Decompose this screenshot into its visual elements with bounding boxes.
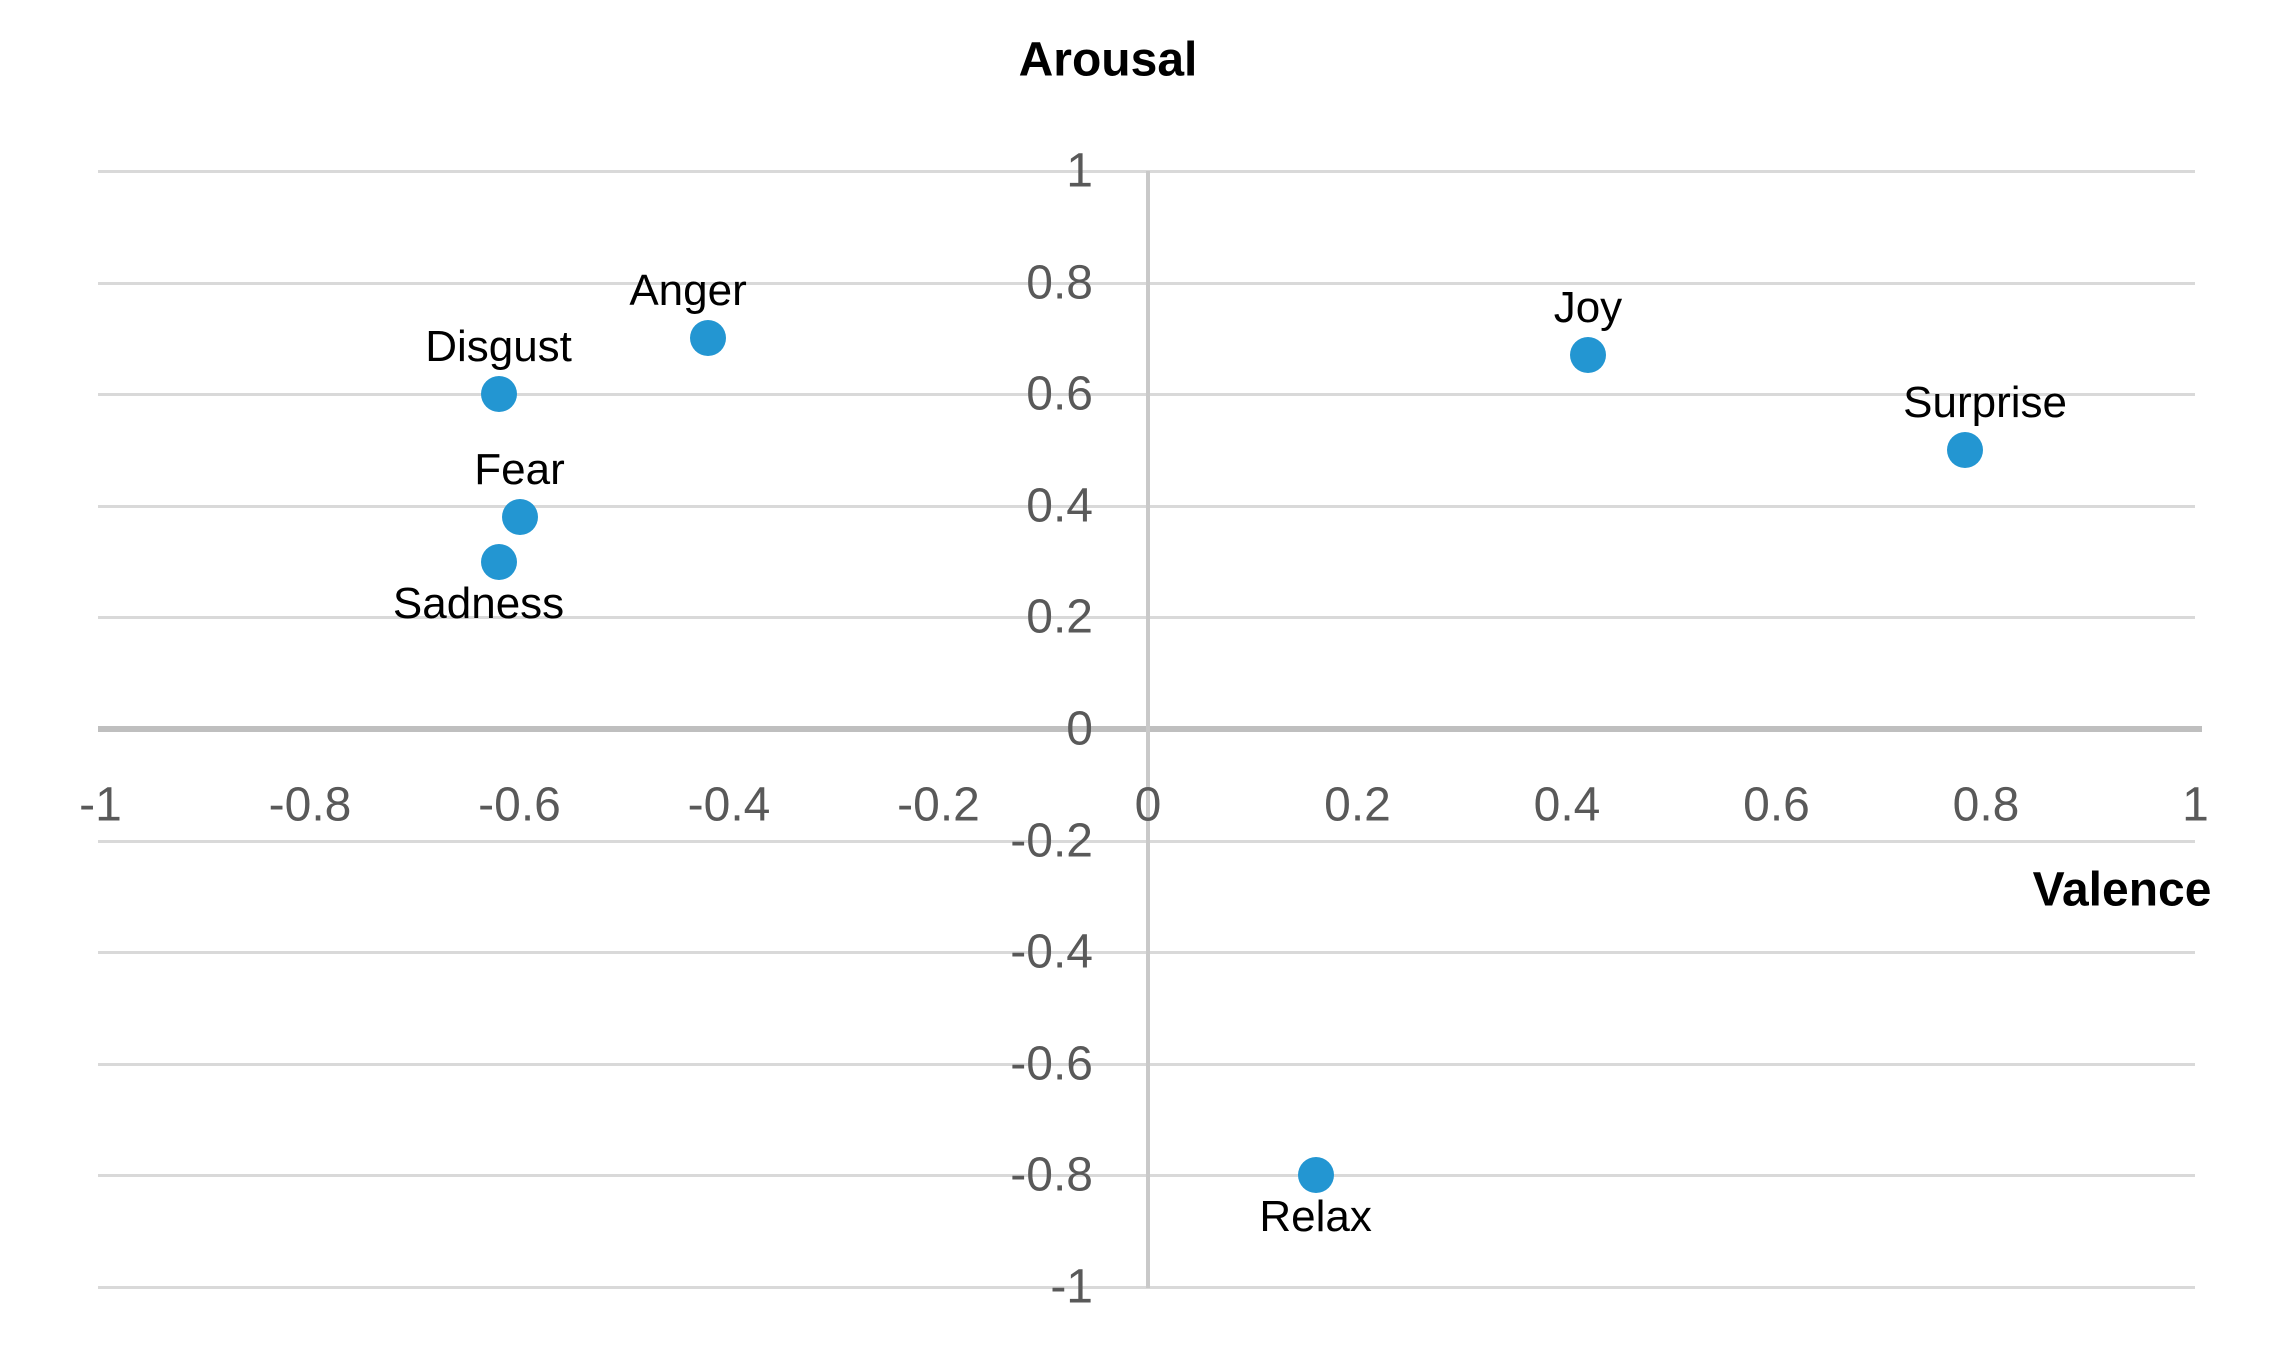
data-point-label: Disgust [425,322,572,372]
data-point-marker [480,543,517,580]
x-axis-line [98,726,2202,732]
x-tick-label: -0.2 [897,778,980,832]
y-tick-label: -1 [1050,1260,1093,1314]
data-point-marker [1947,432,1984,468]
x-tick-label: 0 [1134,778,1162,832]
data-point-label: Surprise [1903,378,2067,427]
x-axis-title: Valence [2032,863,2212,917]
data-point-marker [1569,337,1606,374]
x-tick-label: 0.8 [1952,778,2020,832]
y-tick-label: 0.8 [1026,256,1093,310]
data-point-marker [690,320,727,357]
x-tick-label: -0.6 [478,778,561,832]
y-tick-label: -0.4 [1010,925,1093,979]
x-tick-label: -0.8 [268,778,352,832]
y-tick-label: 0.6 [1026,367,1093,421]
y-axis-title: Arousal [1018,33,1198,87]
x-tick-label: 1 [2182,778,2209,832]
data-point-label: Joy [1553,283,1623,333]
y-tick-label: 0 [1066,702,1093,756]
y-tick-label: 0.4 [1026,479,1093,533]
y-tick-label: 1 [1066,144,1093,198]
data-point-label: Anger [629,266,747,316]
y-tick-label: -0.8 [1010,1148,1093,1202]
data-point-marker [501,498,538,535]
y-axis-line [1146,171,1150,1288]
y-tick-label: -0.2 [1010,814,1093,868]
data-point-marker [1297,1157,1334,1194]
data-point-marker [480,376,517,413]
data-point-label: Fear [474,444,565,494]
x-tick-label: 0.6 [1743,778,1810,832]
y-tick-label: 0.2 [1026,590,1093,644]
data-point-label: Sadness [392,578,565,628]
y-tick-label: -0.6 [1010,1037,1093,1091]
x-tick-label: 0.4 [1533,778,1601,832]
x-tick-label: 0.2 [1324,778,1391,832]
data-point-label: Relax [1259,1192,1372,1242]
x-tick-label: -0.4 [687,778,771,832]
x-tick-label: -1 [79,778,122,832]
